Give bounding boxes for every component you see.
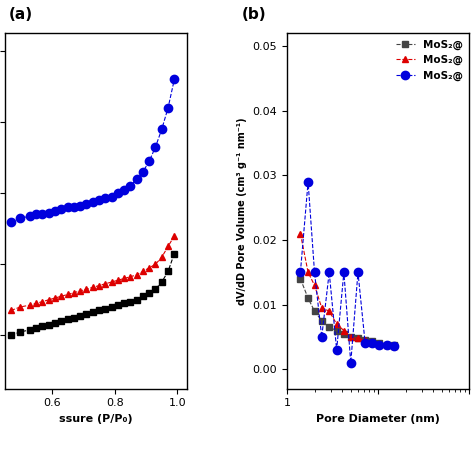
Legend: MoS₂@, MoS₂@, MoS₂@: MoS₂@, MoS₂@, MoS₂@ [392, 35, 467, 85]
Text: (a): (a) [9, 7, 33, 22]
X-axis label: ssure (P/P₀): ssure (P/P₀) [59, 414, 133, 424]
Text: (b): (b) [242, 7, 266, 22]
X-axis label: Pore Diameter (nm): Pore Diameter (nm) [316, 414, 440, 424]
Y-axis label: dV/dD Pore Volume (cm³ g⁻¹ nm⁻¹): dV/dD Pore Volume (cm³ g⁻¹ nm⁻¹) [237, 117, 247, 305]
